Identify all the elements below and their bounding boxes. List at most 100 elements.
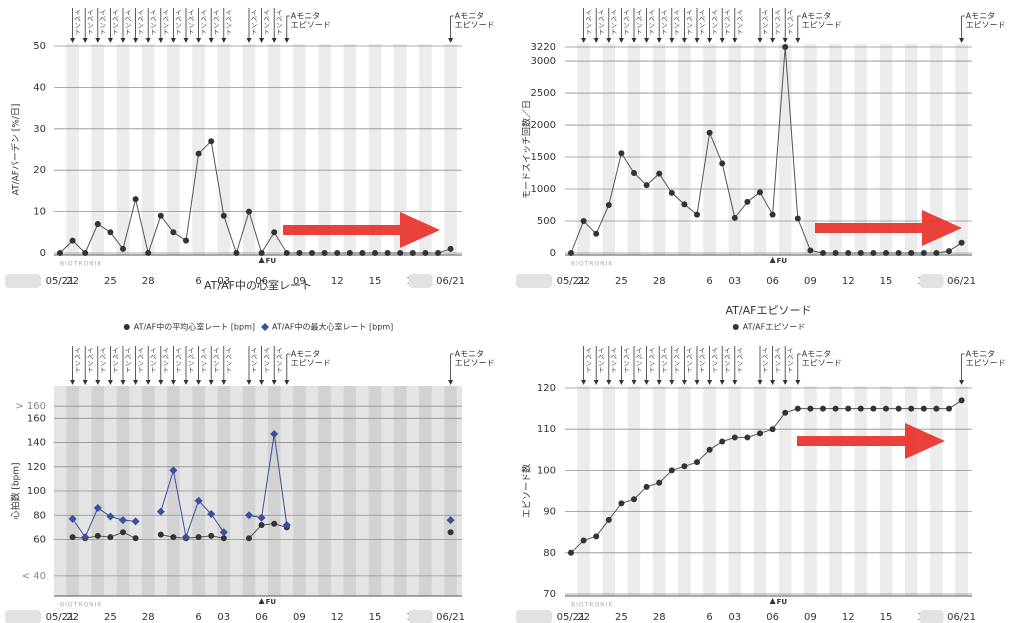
data-point [158,213,164,219]
day-stripe [678,386,691,596]
event-label: イベント [274,347,282,373]
data-point [807,406,813,412]
day-stripe [703,44,716,255]
episode-label: エピソード [291,21,331,30]
event-label: イベント [85,347,93,373]
event-label: イベント [73,347,81,373]
event-label: イベント [262,9,270,35]
day-stripe [905,386,918,596]
data-point [448,246,454,252]
data-point [959,240,965,246]
event-label: イベント [148,9,156,35]
day-stripe [293,44,306,255]
data-point [347,250,353,256]
x-tick-label: 03 [728,276,741,287]
event-label: イベント [136,347,144,373]
y-tick-label: 120 [27,462,46,473]
day-stripe [955,386,968,596]
event-label: イベント [161,9,169,35]
event-label: イベント [684,9,692,35]
data-point [631,496,637,502]
y-tick-label: 140 [27,438,46,449]
x-tick-label: 12 [331,612,344,623]
episode-label: Aモニタ [966,12,995,21]
data-point [70,238,76,244]
day-stripe [628,44,641,255]
x-tick-label: 25 [104,276,117,287]
data-point [681,463,687,469]
data-point [669,467,675,473]
data-point [845,250,851,256]
data-point [435,250,441,256]
legend-label: AT/AF中の平均心室レート [bpm] [134,322,255,332]
data-point [246,535,252,541]
y-tick-label: 0 [550,248,556,259]
data-point [883,250,889,256]
data-point [309,250,315,256]
x-tick-label: 06 [766,612,779,623]
data-point [385,250,391,256]
data-point [933,250,939,256]
x-tick-label: 15 [369,276,382,287]
x-tick-label: 22 [577,612,590,623]
data-point [719,439,725,445]
event-label: イベント [173,9,181,35]
x-tick-label: 28 [142,276,155,287]
data-point [681,201,687,207]
event-label: イベント [760,9,768,35]
day-stripe [142,44,155,255]
x-tick-label: 12 [842,612,855,623]
day-stripe [603,386,616,596]
chart-title: AT/AFエピソード [726,304,812,317]
data-point [359,250,365,256]
event-label: イベント [98,347,106,373]
data-point [820,250,826,256]
data-point [644,182,650,188]
x-tick-label: 06 [255,612,268,623]
y-axis-label: AT/AFバーデン [%/日] [10,104,22,196]
y-tick-label: 50 [33,41,46,52]
event-label: イベント [647,347,655,373]
event-label: イベント [785,9,793,35]
day-stripe [930,386,943,596]
x-tick-label: 15 [369,612,382,623]
fu-label: FU [777,257,788,265]
event-label: イベント [773,9,781,35]
y-tick-label: 10 [33,207,46,218]
x-tick-label: 25 [615,612,628,623]
y-tick-label: 100 [537,465,556,476]
event-label: イベント [584,9,592,35]
x-tick-label: 06/21 [947,612,976,623]
event-label: イベント [722,347,730,373]
day-stripe [880,386,893,596]
data-point [618,500,624,506]
day-stripe [444,44,457,255]
y-tick-label: 80 [543,548,556,559]
data-point [95,221,101,227]
day-stripe [678,44,691,255]
event-label: イベント [262,347,270,373]
data-point [946,406,952,412]
data-point [271,229,277,235]
data-point [70,534,76,540]
event-label: イベント [735,347,743,373]
y-tick-label: 30 [33,124,46,135]
x-tick-label: 28 [653,612,666,623]
event-label: イベント [161,347,169,373]
day-stripe [754,386,767,596]
data-point [896,250,902,256]
data-point [581,218,587,224]
data-point [757,430,763,436]
data-point [259,250,265,256]
x-tick-label: 22 [577,276,590,287]
data-point [271,521,277,527]
data-point [170,534,176,540]
data-point [568,550,574,556]
data-point [606,517,612,523]
data-point [782,44,788,50]
episode-label: エピソード [291,359,331,368]
data-point [732,215,738,221]
data-point [631,170,637,176]
x-tick-label: 12 [331,276,344,287]
data-point [397,250,403,256]
